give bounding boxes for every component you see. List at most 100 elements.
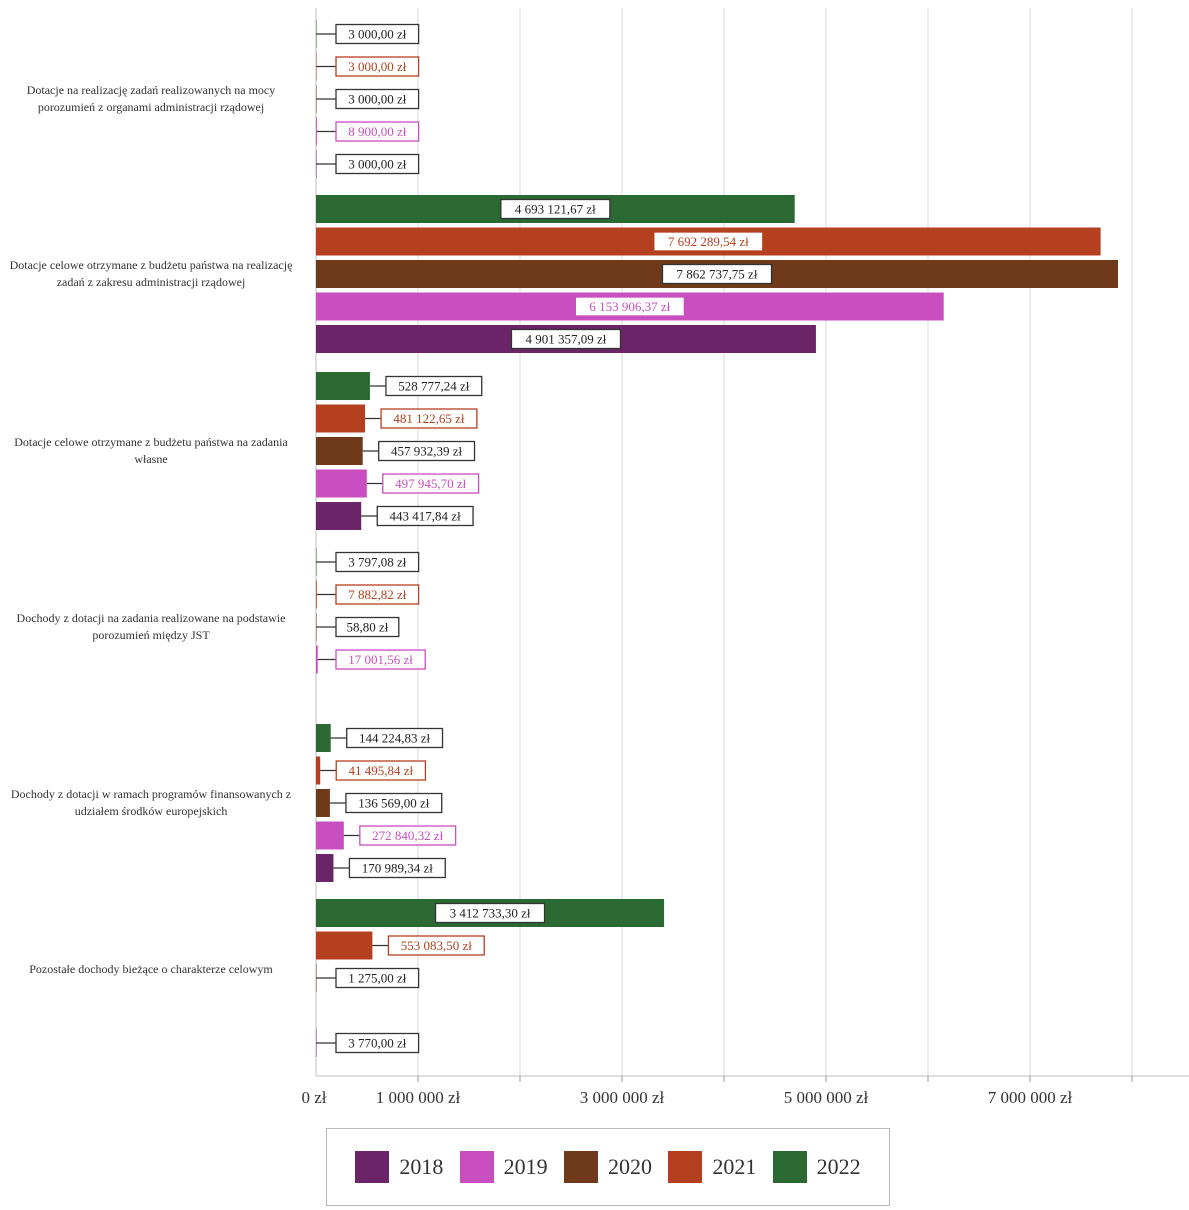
bar-2019 <box>316 645 318 674</box>
data-label: 4 693 121,67 zł <box>515 202 596 217</box>
chart-legend: 2018 2019 2020 2021 2022 <box>326 1128 890 1206</box>
category-label: Dochody z dotacji na zadania realizowane… <box>16 611 286 642</box>
legend-item-2018: 2018 <box>355 1151 443 1183</box>
bar-2021 <box>316 404 366 433</box>
data-label: 3 412 733,30 zł <box>450 906 531 921</box>
data-label: 17 001,56 zł <box>348 652 413 667</box>
data-label-box <box>335 760 427 781</box>
data-label-box <box>335 153 420 175</box>
x-tick-label: 0 zł <box>301 1088 327 1107</box>
data-label-box <box>653 231 764 252</box>
legend-label: 2019 <box>503 1154 548 1179</box>
legend-item-2022: 2022 <box>772 1151 861 1183</box>
legend-label: 2018 <box>399 1154 444 1179</box>
bar-2020 <box>316 85 317 113</box>
data-label-box <box>378 440 476 462</box>
category-label: Dotacje na realizację zadań realizowanyc… <box>26 83 276 114</box>
data-label: 457 932,39 zł <box>391 444 463 459</box>
data-label-box <box>376 505 474 527</box>
data-label-box <box>345 792 443 814</box>
data-label: 7 882,82 zł <box>348 587 407 602</box>
legend-item-2020: 2020 <box>563 1151 652 1183</box>
data-label-box <box>335 88 420 110</box>
data-label: 41 495,84 zł <box>349 763 414 778</box>
data-label-box <box>346 727 444 749</box>
data-label: 136 569,00 zł <box>358 796 430 811</box>
data-label-box <box>335 551 420 573</box>
data-label: 3 000,00 zł <box>348 157 407 172</box>
legend-item-2021: 2021 <box>668 1151 756 1183</box>
data-label-box <box>335 649 426 670</box>
data-label-box <box>382 473 480 494</box>
legend-label: 2021 <box>712 1154 757 1179</box>
data-label: 497 945,70 zł <box>395 476 467 491</box>
data-label: 272 840,32 zł <box>372 828 444 843</box>
data-label: 4 901 357,09 zł <box>526 332 607 347</box>
bar-2019 <box>316 117 317 146</box>
data-label: 3 797,08 zł <box>348 555 407 570</box>
category-label: Dotacje celowe otrzymane z budżetu państ… <box>14 435 288 466</box>
data-label-box <box>335 584 420 605</box>
bar-2022 <box>316 548 317 576</box>
x-tick-label: 3 000 000 zł <box>579 1088 665 1107</box>
data-label: 8 900,00 zł <box>348 124 407 139</box>
data-label: 3 000,00 zł <box>348 59 407 74</box>
bar-2020 <box>316 789 330 817</box>
legend-label: 2020 <box>607 1154 652 1179</box>
legend-swatch <box>772 1151 807 1183</box>
data-label: 443 417,84 zł <box>390 509 462 524</box>
bar-2019 <box>316 469 367 498</box>
data-label-box <box>335 616 400 638</box>
bar-2018 <box>316 1029 317 1057</box>
data-label: 170 989,34 zł <box>362 861 434 876</box>
legend-item-2019: 2019 <box>459 1151 548 1183</box>
data-label-box <box>500 198 611 220</box>
data-label-box <box>335 121 420 142</box>
x-tick-label: 1 000 000 zł <box>375 1088 461 1107</box>
x-tick-label: 7 000 000 zł <box>987 1088 1073 1107</box>
data-label: 6 153 906,37 zł <box>589 299 670 314</box>
category-label: Dotacje celowe otrzymane z budżetu państ… <box>9 258 293 289</box>
data-label-box <box>335 56 420 77</box>
bar-2018 <box>316 854 334 882</box>
data-label: 3 770,00 zł <box>348 1036 407 1051</box>
data-label-box <box>385 375 483 397</box>
data-label-box <box>335 23 420 45</box>
data-label-box <box>380 408 478 429</box>
data-label-box <box>335 967 420 989</box>
category-label: Dochody z dotacji w ramach programów fin… <box>10 787 292 818</box>
bar-2022 <box>316 372 370 400</box>
legend-label: 2022 <box>816 1154 861 1179</box>
data-label: 1 275,00 zł <box>348 971 407 986</box>
bar-2020 <box>316 437 363 465</box>
bar-2021 <box>316 756 321 785</box>
bar-2021 <box>316 580 317 609</box>
legend-swatch <box>355 1151 390 1183</box>
data-label: 3 000,00 zł <box>348 92 407 107</box>
data-label: 58,80 zł <box>346 620 388 635</box>
data-label: 481 122,65 zł <box>393 411 465 426</box>
data-label-box <box>510 328 622 350</box>
data-label: 7 862 737,75 zł <box>677 267 758 282</box>
data-label-box <box>335 1032 420 1054</box>
legend-swatch <box>563 1151 598 1183</box>
data-label-box <box>574 296 685 317</box>
data-label: 144 224,83 zł <box>359 731 431 746</box>
bar-2021 <box>316 931 373 960</box>
data-label: 553 083,50 zł <box>401 938 473 953</box>
legend-swatch <box>668 1151 703 1183</box>
data-label-box <box>434 902 546 924</box>
bar-2018 <box>316 150 317 178</box>
data-label-box <box>348 857 446 879</box>
category-label: Pozostałe dochody bieżące o charakterze … <box>29 962 273 976</box>
bar-2022 <box>316 724 331 752</box>
bar-2021 <box>316 52 317 81</box>
data-label: 528 777,24 zł <box>398 379 470 394</box>
data-label-box <box>359 825 457 846</box>
data-label-box <box>661 263 773 285</box>
data-label: 7 692 289,54 zł <box>668 234 749 249</box>
bar-2022 <box>316 20 317 48</box>
data-label: 3 000,00 zł <box>348 27 407 42</box>
legend-swatch <box>459 1151 494 1183</box>
